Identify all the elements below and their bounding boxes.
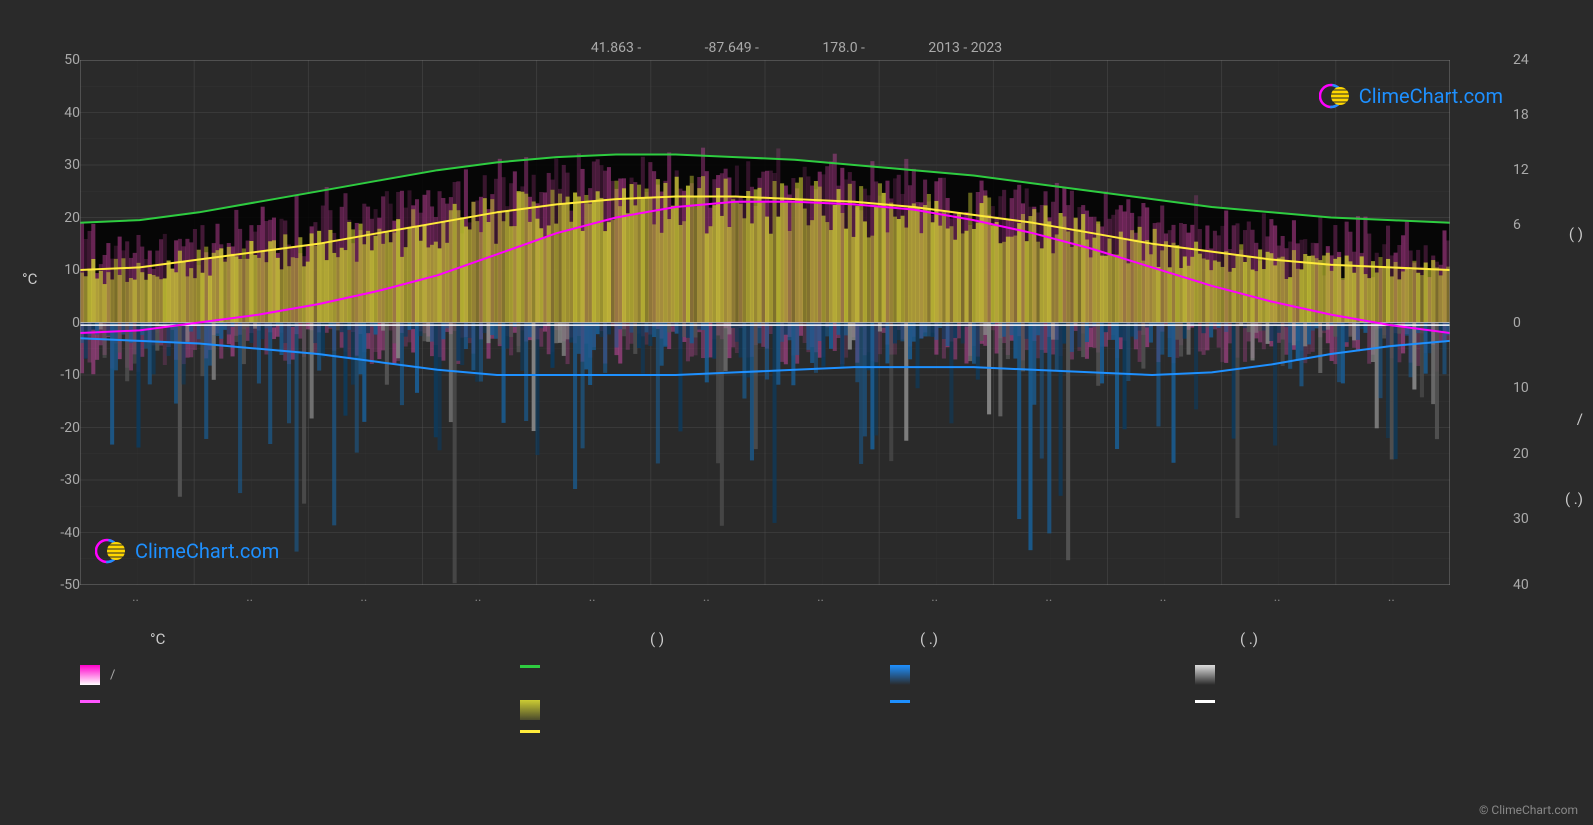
y-right-tick: 10 bbox=[1513, 380, 1529, 396]
y-right-tick: 24 bbox=[1513, 52, 1529, 68]
meta-elev: 178.0 - bbox=[822, 40, 865, 56]
legend-item-pink-gradient: / bbox=[80, 665, 115, 685]
legend-item-white-gradient bbox=[1195, 665, 1225, 685]
x-month-tick: .. bbox=[1160, 590, 1167, 605]
y-right-tick: 30 bbox=[1513, 511, 1529, 527]
meta-years: 2013 - 2023 bbox=[928, 40, 1002, 56]
brand-name: ClimeChart.com bbox=[135, 539, 279, 563]
legend-item-yellow-line bbox=[520, 730, 550, 733]
y-right-tick: 20 bbox=[1513, 446, 1529, 462]
x-month-tick: .. bbox=[703, 590, 710, 605]
swatch-pink-gradient bbox=[80, 665, 100, 685]
swatch-white-line bbox=[1195, 700, 1215, 703]
legend-item-yellow-area bbox=[520, 700, 550, 720]
footer-copyright: © ClimeChart.com bbox=[1479, 803, 1578, 817]
legend-item-blue-line bbox=[890, 700, 920, 703]
y-axis-left-label: °C bbox=[22, 270, 37, 288]
y-left-tick: -50 bbox=[60, 577, 80, 593]
legend-header-col2: ( ) bbox=[650, 630, 664, 648]
legend-item-magenta-line bbox=[80, 700, 110, 703]
x-month-tick: .. bbox=[817, 590, 824, 605]
y-right-tick: 6 bbox=[1513, 217, 1521, 233]
y-axis-left: 50403020100-10-20-30-40-50 bbox=[40, 60, 80, 585]
y-axis-right-label: ( ) / ( .) bbox=[1563, 60, 1583, 585]
x-month-tick: .. bbox=[132, 590, 139, 605]
y-left-tick: 20 bbox=[64, 210, 80, 226]
y-left-tick: -40 bbox=[60, 525, 80, 541]
logo-icon bbox=[95, 535, 127, 567]
brand-name: ClimeChart.com bbox=[1359, 84, 1503, 108]
swatch-green-line bbox=[520, 665, 540, 668]
y-left-tick: -20 bbox=[60, 420, 80, 436]
logo-icon bbox=[1319, 80, 1351, 112]
swatch-yellow-area bbox=[520, 700, 540, 720]
brand-logo-top: ClimeChart.com bbox=[1319, 80, 1503, 112]
swatch-white-gradient bbox=[1195, 665, 1215, 685]
x-month-tick: .. bbox=[360, 590, 367, 605]
legend-row-1: / bbox=[80, 665, 1450, 685]
swatch-magenta-line bbox=[80, 700, 100, 703]
y-axis-right: 2418126010203040 bbox=[1513, 60, 1553, 585]
legend-header-col3: ( .) bbox=[920, 630, 938, 648]
y-left-tick: -10 bbox=[60, 367, 80, 383]
legend-row-3 bbox=[80, 730, 1450, 750]
y-right-tick: 40 bbox=[1513, 577, 1529, 593]
x-month-tick: .. bbox=[1388, 590, 1395, 605]
y-left-tick: 0 bbox=[72, 315, 80, 331]
swatch-blue-gradient bbox=[890, 665, 910, 685]
y-left-tick: -30 bbox=[60, 472, 80, 488]
y-right-tick: 12 bbox=[1513, 162, 1529, 178]
y-left-tick: 40 bbox=[64, 105, 80, 121]
x-month-tick: .. bbox=[1045, 590, 1052, 605]
y-right-tick: 0 bbox=[1513, 315, 1521, 331]
y-left-tick: 30 bbox=[64, 157, 80, 173]
x-month-tick: .. bbox=[931, 590, 938, 605]
swatch-yellow-line bbox=[520, 730, 540, 733]
x-month-tick: .. bbox=[475, 590, 482, 605]
x-month-tick: .. bbox=[1274, 590, 1281, 605]
climate-chart bbox=[80, 60, 1450, 585]
x-month-tick: .. bbox=[589, 590, 596, 605]
chart-metadata: 41.863 - -87.649 - 178.0 - 2013 - 2023 bbox=[0, 40, 1593, 56]
legend-item-blue-gradient bbox=[890, 665, 920, 685]
meta-lon: -87.649 - bbox=[705, 40, 759, 56]
swatch-blue-line bbox=[890, 700, 910, 703]
y-right-tick: 18 bbox=[1513, 107, 1529, 123]
legend-header-temp: °C bbox=[150, 630, 165, 648]
meta-lat: 41.863 - bbox=[591, 40, 641, 56]
legend-header-col4: ( .) bbox=[1240, 630, 1258, 648]
x-axis: ........................ bbox=[80, 590, 1450, 610]
y-left-tick: 10 bbox=[64, 262, 80, 278]
legend-item-green-line bbox=[520, 665, 550, 668]
x-month-tick: .. bbox=[246, 590, 253, 605]
legend-row-2 bbox=[80, 700, 1450, 720]
legend-item-white-line bbox=[1195, 700, 1225, 703]
y-left-tick: 50 bbox=[64, 52, 80, 68]
brand-logo-bottom: ClimeChart.com bbox=[95, 535, 279, 567]
